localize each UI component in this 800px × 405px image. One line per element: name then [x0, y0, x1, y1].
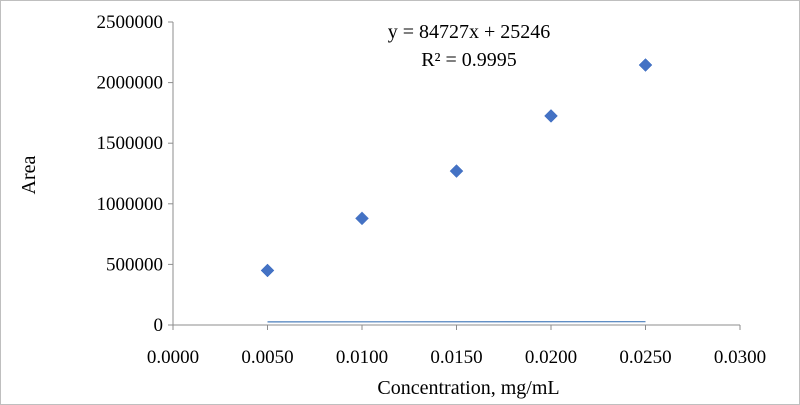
x-tick-label: 0.0300 — [714, 347, 766, 368]
r-squared-label: R² = 0.9995 — [421, 49, 517, 71]
data-point — [544, 109, 558, 123]
x-axis-title: Concentration, mg/mL — [377, 377, 559, 399]
x-tick-label: 0.0200 — [525, 347, 577, 368]
data-point — [638, 58, 653, 72]
y-axis-title: Area — [18, 155, 40, 194]
y-tick-label: 2000000 — [97, 73, 164, 94]
y-tick-labels: 0 500000 1000000 1500000 2000000 2500000 — [97, 12, 173, 336]
y-tick-label: 1500000 — [97, 133, 164, 154]
x-tick-label: 0.0100 — [336, 347, 388, 368]
data-point — [260, 263, 275, 278]
x-tick-label: 0.0000 — [147, 347, 199, 368]
y-tick-label: 2500000 — [97, 12, 164, 33]
y-tick-label: 1000000 — [97, 194, 164, 215]
data-point — [449, 164, 464, 178]
x-tick-labels: 0.0000 0.0050 0.0100 0.0150 0.0200 0.0250 0.03… — [147, 325, 766, 368]
data-point — [355, 211, 369, 226]
y-tick-label: 0 — [154, 315, 164, 336]
data-points — [260, 58, 653, 278]
x-tick-label: 0.0050 — [241, 347, 293, 368]
y-tick-label: 500000 — [106, 254, 163, 275]
x-tick-label: 0.0250 — [619, 347, 671, 368]
x-tick-label: 0.0150 — [430, 347, 482, 368]
trendline-equation: y = 84727x + 25246 — [388, 21, 551, 43]
